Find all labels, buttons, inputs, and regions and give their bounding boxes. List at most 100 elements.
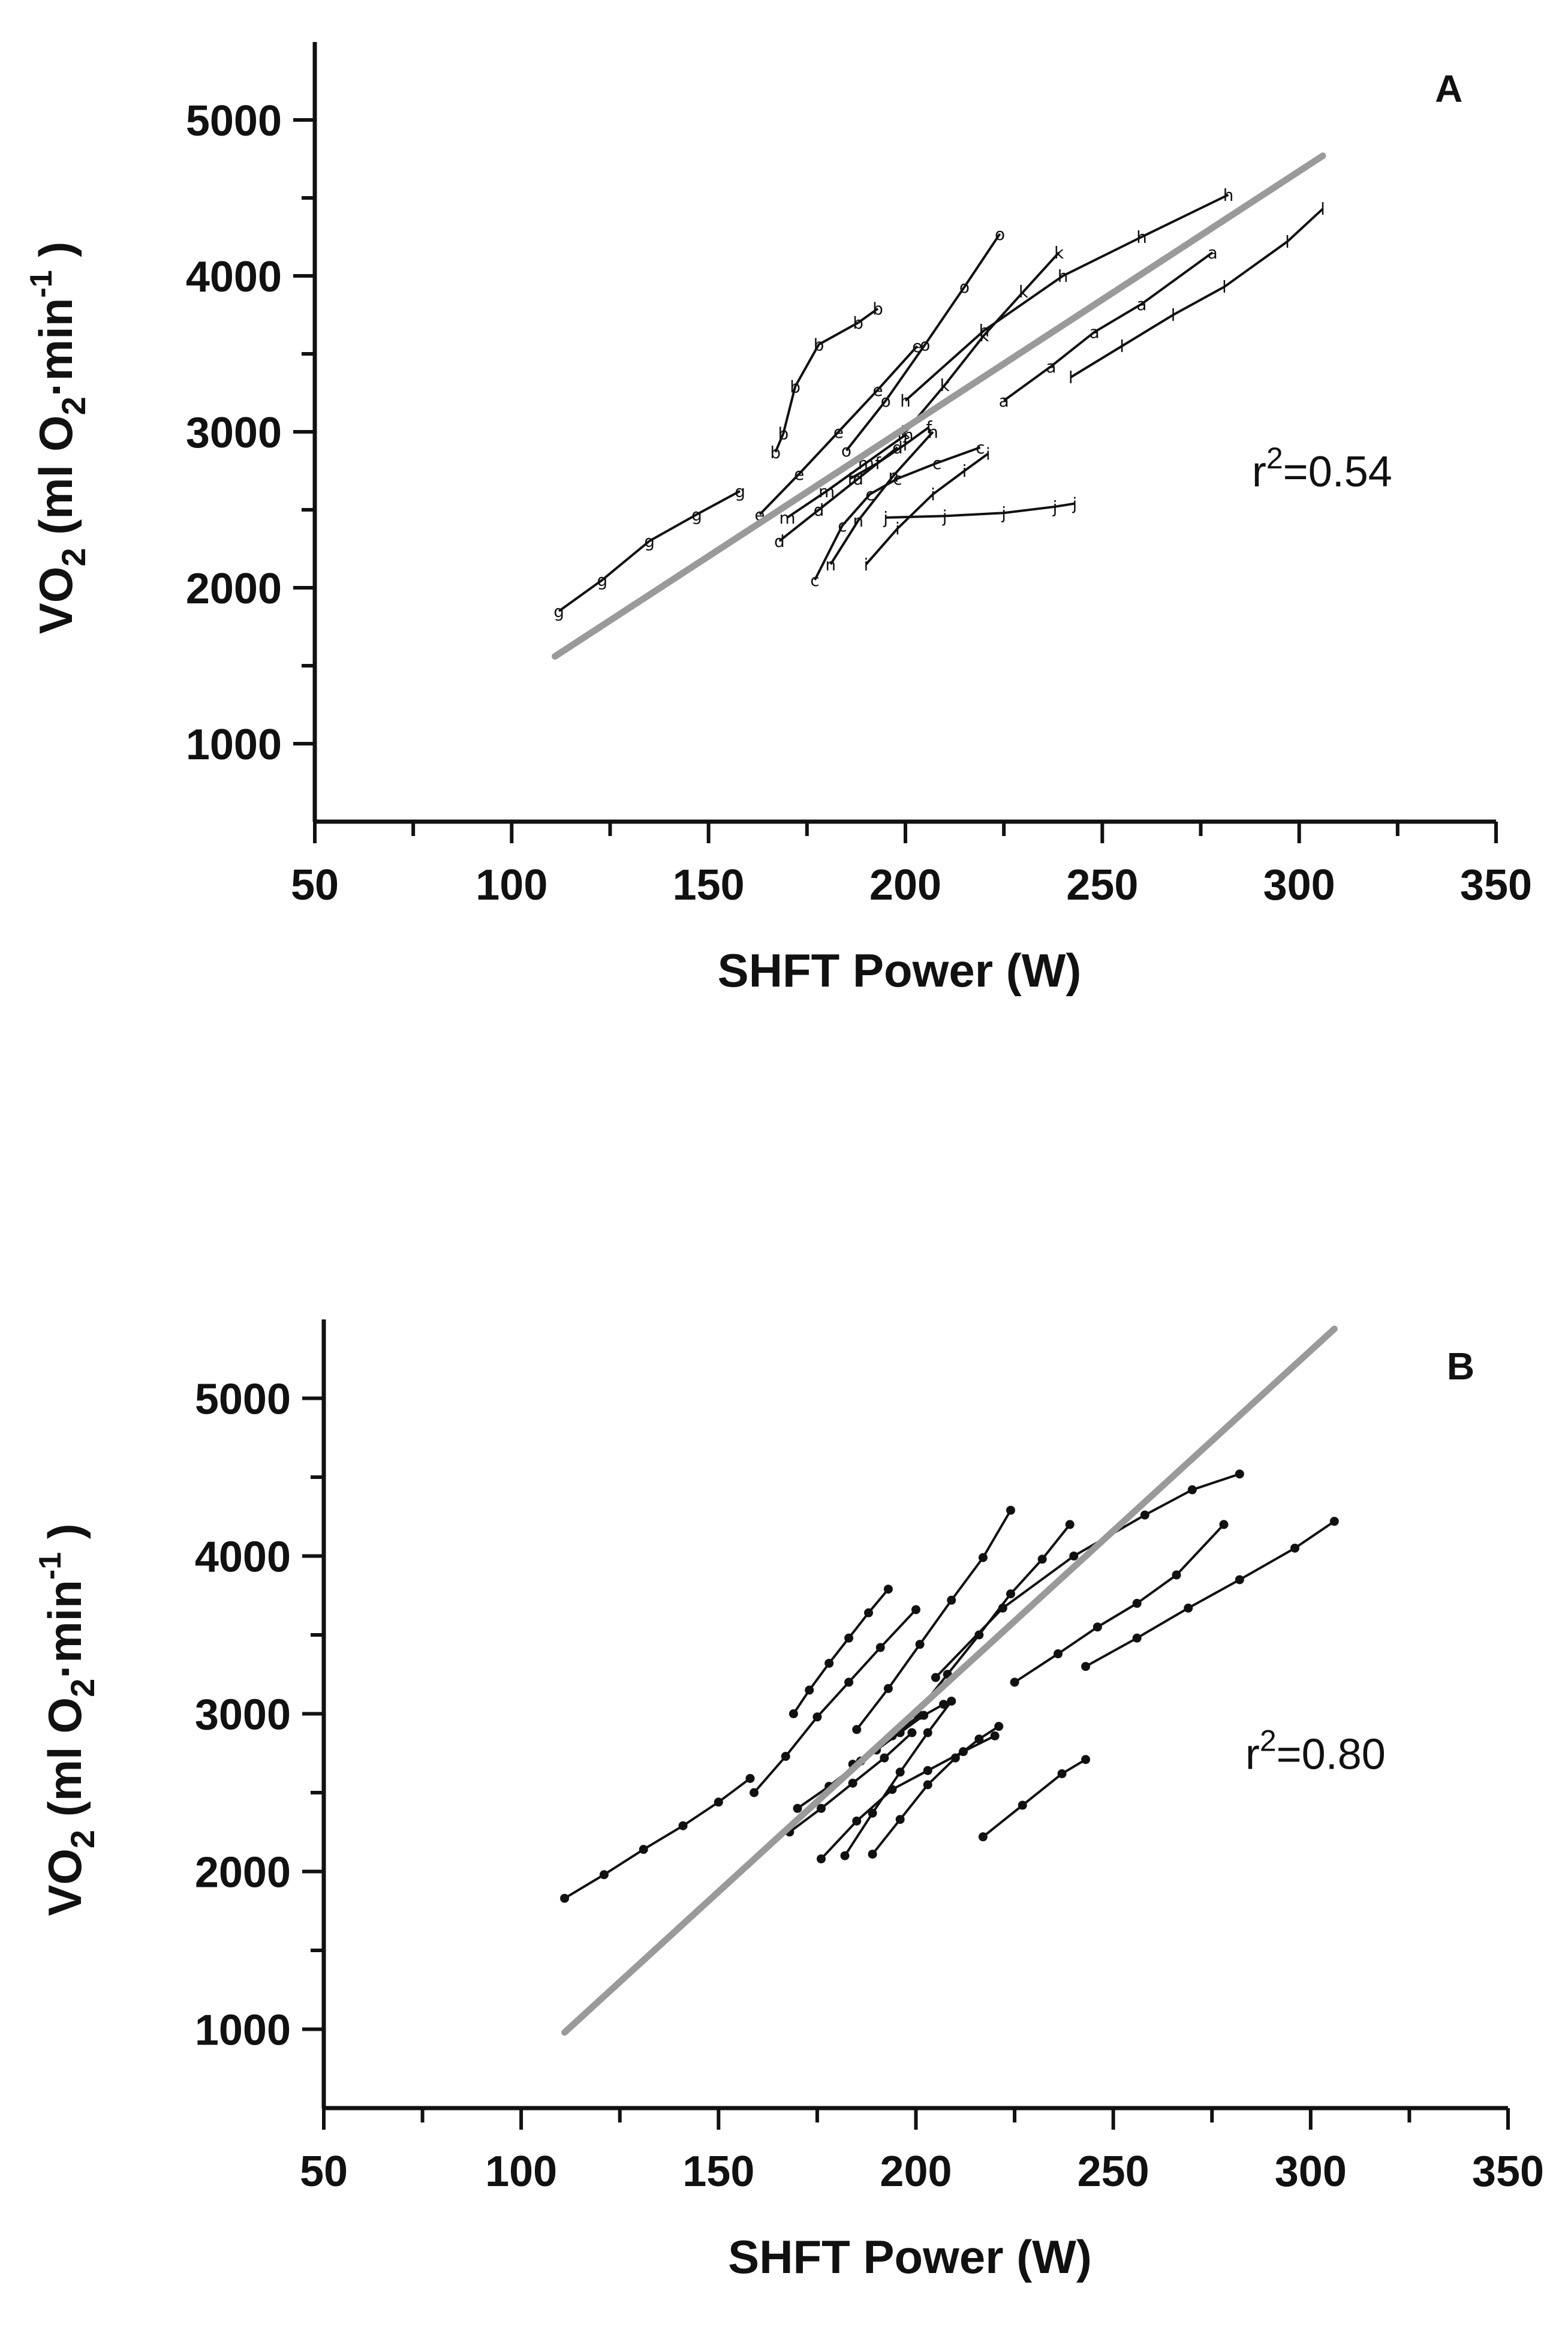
data-point-label: e	[833, 422, 844, 442]
y-axis-title-units: (ml O	[38, 1697, 91, 1830]
data-point-label: d	[814, 500, 824, 520]
data-point	[788, 1709, 798, 1718]
x-tick-label: 150	[682, 2148, 754, 2196]
data-point	[1140, 1510, 1149, 1520]
y-axis-title: VO2 (ml O2·min-1 )	[24, 242, 92, 635]
data-point-label: j	[942, 506, 947, 526]
y-axis-title-sub: 2	[55, 548, 92, 566]
data-point-label: a	[1136, 294, 1146, 314]
data-point	[1329, 1517, 1339, 1526]
data-point-label: h	[1223, 185, 1234, 205]
data-point	[1010, 1677, 1019, 1687]
data-point	[1081, 1662, 1091, 1671]
data-point	[750, 1788, 759, 1797]
data-point-label: j	[1052, 497, 1058, 517]
x-tick-label: 250	[1078, 2148, 1149, 2196]
series-line	[759, 345, 919, 516]
series-n: n n n n	[825, 422, 938, 575]
data-point	[844, 1633, 854, 1643]
y-axis-title-units: (ml O	[29, 415, 82, 548]
data-point	[895, 1767, 905, 1777]
y-axis-title-units-sup: -1	[24, 270, 59, 297]
y-tick-label: 5000	[186, 97, 282, 145]
common-regression-line	[561, 1325, 1338, 2036]
data-point-label: c	[976, 438, 985, 458]
data-point	[1235, 1575, 1244, 1585]
series-a	[1010, 1520, 1229, 1687]
data-point-label: n	[928, 422, 938, 442]
series-line	[829, 431, 934, 566]
data-point-label: l	[1285, 232, 1290, 252]
data-point-label: g	[644, 531, 655, 551]
data-point-label: f	[847, 469, 854, 489]
data-point	[1172, 1570, 1181, 1580]
data-point-label: a	[1090, 323, 1100, 342]
series-line	[886, 502, 1075, 519]
data-point	[1132, 1633, 1142, 1643]
x-tick-label: 350	[1460, 861, 1532, 909]
data-point-label: a	[999, 391, 1009, 411]
data-point-label: k	[940, 375, 950, 395]
data-point-label: k	[1019, 282, 1029, 302]
series-line	[982, 1758, 1087, 1838]
x-tick-label: 50	[291, 861, 339, 909]
data-point	[978, 1553, 988, 1562]
y-tick-label: 2000	[186, 565, 282, 613]
data-point	[817, 1854, 826, 1863]
data-point-label: o	[995, 224, 1005, 244]
data-point-label: f	[875, 453, 881, 473]
x-tick-label: 100	[475, 861, 547, 909]
data-point-label: f	[926, 417, 932, 437]
data-point	[1093, 1622, 1102, 1632]
data-point	[974, 1630, 984, 1640]
common-regression-line	[552, 152, 1326, 660]
data-point	[1235, 1469, 1244, 1479]
data-point	[875, 1643, 885, 1652]
panel-letter: B	[1447, 1345, 1474, 1388]
data-point	[812, 1712, 822, 1722]
data-point	[915, 1640, 925, 1649]
data-point	[852, 1725, 862, 1734]
y-tick-label: 3000	[186, 409, 282, 457]
data-point-label: h	[1136, 227, 1147, 247]
x-tick-label: 200	[880, 2148, 952, 2196]
r-squared-value: =0.54	[1283, 448, 1392, 496]
data-point-label: c	[932, 453, 941, 473]
x-tick-label: 300	[1263, 861, 1335, 909]
data-point	[805, 1685, 814, 1695]
series-a: a a a a a	[999, 243, 1218, 411]
data-point-label: b	[814, 335, 824, 354]
series-line	[904, 194, 1229, 402]
data-point	[947, 1696, 956, 1706]
data-point-label: i	[895, 519, 900, 539]
x-tick-label: 300	[1275, 2148, 1347, 2196]
r-squared-sup: 2	[1260, 1724, 1277, 1758]
data-point	[868, 1850, 877, 1859]
series-o: o o o o o	[841, 224, 1005, 461]
data-point-label: l	[1119, 336, 1124, 356]
panel-b: 50 100 150 200 250 300 350 1000 2000 3000 4000 5000…	[33, 1319, 1544, 2283]
x-tick-label: 250	[1066, 861, 1138, 909]
data-point-label: l	[1222, 277, 1227, 297]
series-line	[865, 452, 989, 566]
data-point	[1187, 1485, 1197, 1495]
series-l	[1081, 1517, 1339, 1671]
data-point-label: f	[902, 435, 909, 455]
series-line	[1085, 1520, 1335, 1668]
data-point	[994, 1722, 1004, 1731]
data-point-label: b	[778, 424, 789, 444]
series-b	[788, 1585, 893, 1718]
data-point-label: e	[794, 464, 804, 484]
x-tick-label: 100	[485, 2148, 557, 2196]
data-point-label: o	[959, 277, 970, 297]
data-point	[907, 1728, 917, 1737]
data-point-label: d	[774, 531, 785, 551]
data-point-label: c	[838, 516, 847, 536]
data-point	[974, 1734, 984, 1744]
series-line	[934, 1472, 1240, 1679]
y-axis-title-units-sup: -1	[33, 1552, 68, 1580]
